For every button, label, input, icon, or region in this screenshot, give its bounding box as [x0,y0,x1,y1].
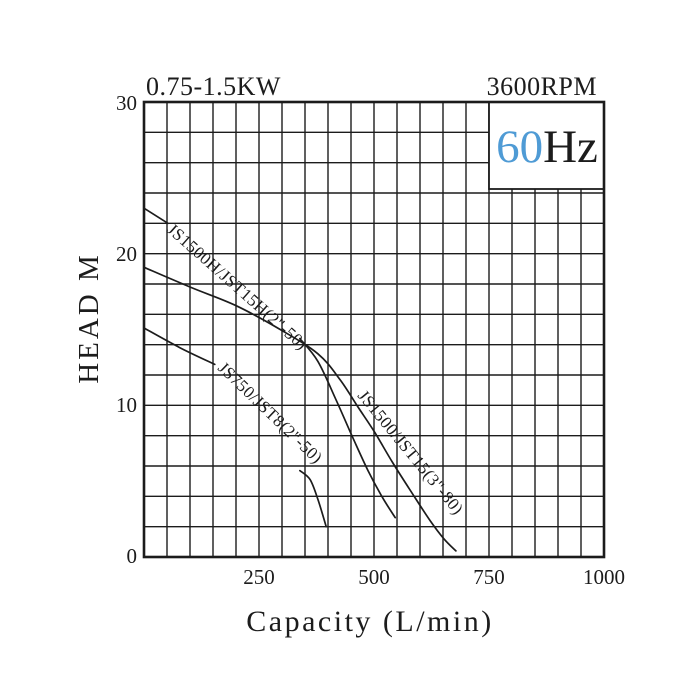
y-tick-10: 10 [116,393,137,417]
pump-curve-js1500-jst15 [143,266,457,552]
y-tick-20: 20 [116,242,137,266]
pump-curve-js750-jst8 [143,327,216,366]
x-tick-750: 750 [473,565,505,589]
curve-label-js1500-jst15: JS1500/JST15(3"-80) [354,386,467,518]
grid-layer [143,101,605,558]
x-tick-500: 500 [358,565,390,589]
frequency-label: 60Hz [496,121,598,173]
pump-curve-js1500h-jst15h [299,337,397,519]
x-axis-title: Capacity (L/min) [246,605,493,638]
y-tick-0: 0 [127,544,138,568]
frequency-value: 60 [496,121,543,173]
x-tick-1000: 1000 [583,565,625,589]
frequency-unit: Hz [543,121,598,173]
power-rating-title: 0.75-1.5KW [146,72,281,101]
plot-border [142,100,606,559]
y-axis-title: HEAD M [73,252,105,384]
pump-curve-js1500h-jst15h [143,207,169,225]
x-tick-250: 250 [243,565,275,589]
curve-label-js1500h-jst15h: JS1500H/JST15H(2"-50) [163,220,311,354]
speed-title: 3600RPM [487,72,597,101]
curve-layer [143,207,457,552]
y-tick-30: 30 [116,91,137,115]
pump-curve-js750-jst8 [299,469,328,528]
